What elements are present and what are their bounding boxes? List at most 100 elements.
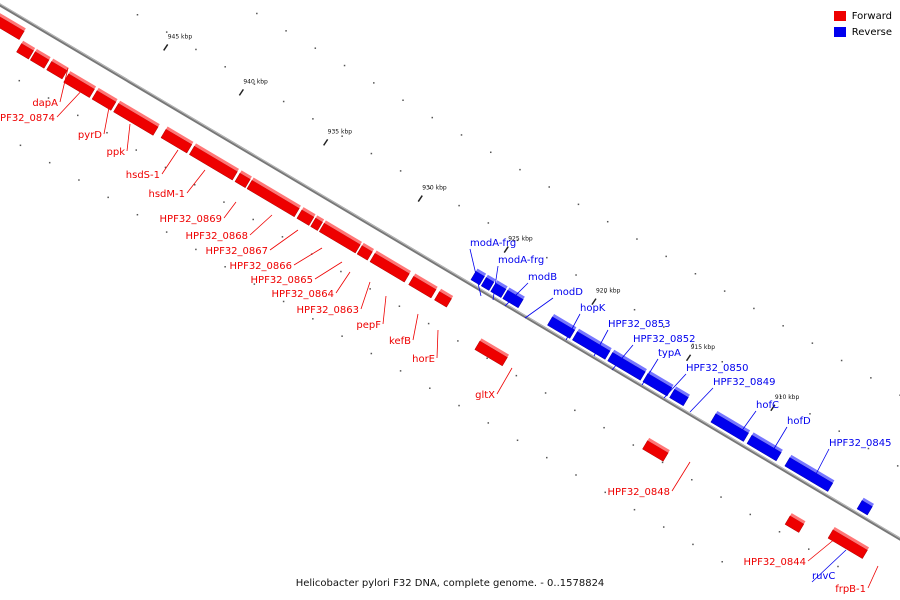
reverse-gene-label: hofD — [771, 416, 811, 453]
forward-gene — [160, 126, 194, 154]
gene-label: horE — [412, 354, 435, 365]
grid-dot — [663, 326, 665, 328]
gene-box — [91, 90, 117, 111]
grid-dot — [867, 447, 870, 450]
grid-dot — [604, 491, 606, 494]
reverse-gene-label: modA-frg — [492, 255, 544, 301]
leader-line — [314, 261, 343, 280]
reverse-gene — [470, 268, 487, 286]
legend: Forward Reverse — [833, 8, 892, 40]
gene-label: ppk — [107, 147, 126, 158]
grid-dot — [840, 359, 843, 362]
reverse-gene — [480, 274, 496, 291]
forward-gene-label: ppk — [107, 123, 131, 158]
forward-gene-label: HPF32_0848 — [608, 461, 691, 498]
grid-dot — [896, 465, 899, 467]
grid-dot — [343, 64, 346, 67]
grid-dot — [369, 288, 371, 290]
grid-dot — [750, 378, 753, 380]
grid-dot — [809, 413, 811, 415]
gene-label: hofD — [787, 416, 811, 427]
reverse-gene — [784, 454, 835, 492]
gene-bevel — [479, 338, 509, 358]
leader-line — [663, 373, 687, 399]
legend-label-forward: Forward — [851, 10, 892, 22]
grid-dot — [135, 149, 137, 151]
gene-bevel — [647, 370, 674, 388]
grid-dot — [519, 168, 521, 171]
gene-bevel — [68, 71, 97, 89]
forward-gene — [46, 58, 69, 80]
genome-caption: Helicobacter pylori F32 DNA, complete ge… — [295, 578, 605, 589]
grid-dot — [753, 307, 755, 310]
gene-label: typA — [658, 348, 681, 359]
gene-bevel — [301, 207, 316, 217]
grid-dot — [548, 186, 550, 188]
gene-bevel — [51, 58, 69, 71]
gene-bevel — [324, 220, 362, 245]
leader-line — [436, 329, 439, 359]
grid-dot — [487, 422, 490, 424]
grid-dot — [256, 12, 258, 15]
gene-bevel — [315, 215, 325, 222]
gene-box — [296, 209, 315, 226]
leader-line — [671, 461, 691, 492]
gene-box — [234, 172, 251, 189]
kbp-tick — [591, 298, 597, 306]
reverse-swatch — [833, 27, 846, 37]
grid-dot — [544, 392, 547, 394]
kbp-tick-label: 945 kbp — [168, 33, 193, 40]
leader-line — [382, 295, 387, 325]
grid-dot — [577, 203, 580, 206]
grid-dot — [312, 118, 314, 120]
reverse-gene-label: hopK — [565, 303, 606, 341]
forward-gene-label: kefB — [389, 313, 419, 347]
leader-line — [807, 537, 837, 562]
grid-dot — [633, 308, 636, 311]
reverse-gene-label: modD — [524, 287, 583, 319]
gene-bevel — [475, 268, 487, 277]
gene-box — [46, 60, 68, 80]
leader-line — [161, 149, 179, 175]
forward-gene-label: HPF32_0867 — [206, 229, 299, 257]
gene-label: HPF32_0844 — [744, 557, 806, 568]
leader-line — [737, 410, 757, 437]
forward-gene-label: dapA — [32, 67, 69, 109]
grid-dot — [603, 426, 605, 429]
leader-line — [611, 344, 634, 371]
gene-label: hsdS-1 — [126, 170, 160, 181]
kbp-tick — [163, 44, 169, 51]
forward-gene-label: pepF — [356, 295, 387, 331]
gene-box — [0, 16, 25, 40]
kbp-tick-label: 920 kbp — [596, 288, 621, 295]
leader-line — [524, 297, 554, 319]
leader-line — [360, 281, 371, 310]
grid-dot — [778, 531, 781, 533]
forward-gene — [642, 437, 670, 462]
gene-label: frpB-1 — [835, 584, 866, 595]
grid-dot — [575, 474, 577, 476]
forward-gene — [434, 288, 454, 308]
forward-gene-label: HPF32_0869 — [160, 201, 237, 225]
grid-dot — [399, 170, 402, 172]
grid-dot — [398, 305, 401, 307]
grid-dot — [515, 374, 518, 377]
grid-dot — [665, 255, 667, 258]
grid-dot — [18, 79, 21, 82]
grid-dot — [604, 291, 607, 294]
gene-label: modA-frg — [470, 238, 516, 249]
gene-bevel — [612, 349, 647, 372]
gene-box — [408, 275, 437, 299]
reverse-gene-label: HPF32_0852 — [611, 334, 695, 371]
gene-bevel — [486, 274, 496, 282]
grid-dot — [77, 114, 79, 117]
grid-dot — [314, 47, 317, 49]
gene-box — [369, 252, 410, 283]
gene-label: HPF32_0869 — [160, 214, 222, 225]
grid-dot — [341, 135, 343, 137]
leader-line — [223, 201, 237, 219]
forward-gene-label: pyrD — [78, 101, 111, 141]
forward-gene-label: HPF32_0866 — [230, 247, 323, 272]
reverse-gene — [642, 370, 674, 397]
grid-dot — [661, 461, 664, 464]
